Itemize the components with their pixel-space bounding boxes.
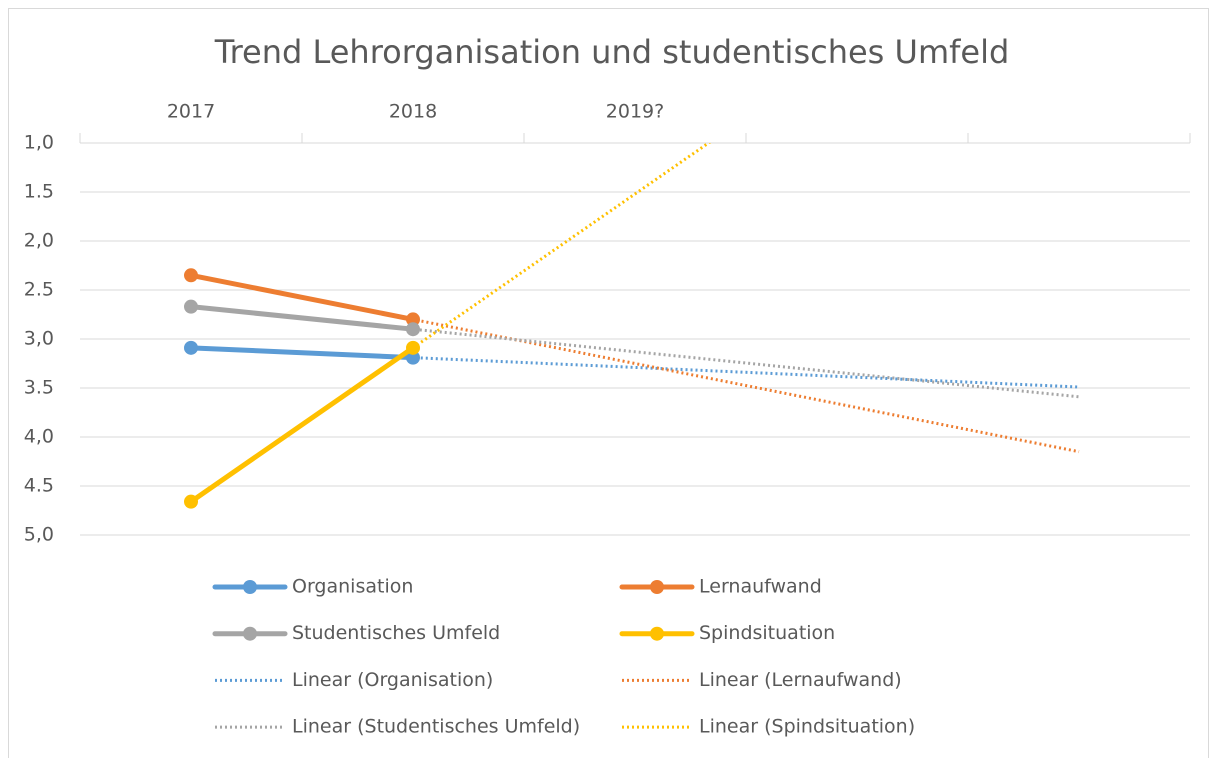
legend-label: Linear (Studentisches Umfeld) xyxy=(292,716,580,738)
legend-marker xyxy=(243,580,257,594)
y-tick-label: 5,0 xyxy=(24,524,54,546)
marker xyxy=(184,340,198,355)
x-tick-label: 2019? xyxy=(606,101,664,123)
line xyxy=(188,304,416,332)
legend-label: Studentisches Umfeld xyxy=(292,622,500,644)
chart-frame xyxy=(8,8,1209,758)
trend-line xyxy=(190,346,1080,389)
y-tick-label: 1,0 xyxy=(24,132,54,154)
y-tick-label: 3.5 xyxy=(24,377,54,399)
y-tick-label: 2.5 xyxy=(24,279,54,301)
marker xyxy=(406,350,420,365)
line xyxy=(188,272,416,322)
chart-title: Trend Lehrorganisation und studentisches… xyxy=(214,33,1010,71)
marker xyxy=(184,268,198,283)
legend-label: Linear (Spindsituation) xyxy=(699,716,915,738)
y-tick-label: 2,0 xyxy=(24,230,54,252)
x-tick-label: 2017 xyxy=(167,101,215,123)
y-tick-label: 1.5 xyxy=(24,181,54,203)
legend-marker xyxy=(650,580,664,594)
trend-line xyxy=(190,305,1080,399)
legend-label: Organisation xyxy=(292,576,413,598)
y-tick-label: 4.5 xyxy=(24,475,54,497)
legend-marker xyxy=(243,626,257,641)
marker xyxy=(406,322,420,337)
legend-label: Linear (Organisation) xyxy=(292,669,493,691)
marker xyxy=(406,312,420,327)
legend-marker xyxy=(650,626,664,641)
legend-label: Lernaufwand xyxy=(699,576,822,598)
line xyxy=(188,345,416,505)
legend-label: Spindsituation xyxy=(699,622,835,644)
marker xyxy=(184,299,198,314)
y-tick-label: 4,0 xyxy=(24,426,54,448)
line xyxy=(188,345,416,361)
marker xyxy=(406,340,420,355)
legend-label: Linear (Lernaufwand) xyxy=(699,669,902,691)
marker xyxy=(184,494,198,509)
x-tick-label: 2018 xyxy=(389,101,437,123)
y-tick-label: 3,0 xyxy=(24,328,54,350)
